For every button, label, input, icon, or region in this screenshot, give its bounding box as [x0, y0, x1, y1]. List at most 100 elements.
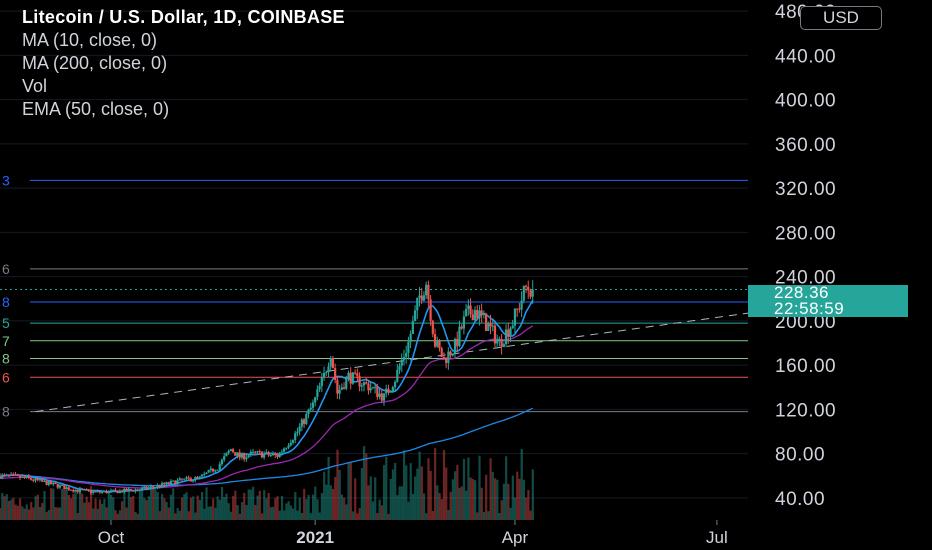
candle-body	[480, 310, 483, 316]
candle-body	[156, 484, 159, 488]
candle-body	[425, 284, 428, 296]
volume-bar	[389, 478, 392, 520]
volume-bar	[513, 497, 517, 520]
volume-bar	[358, 508, 361, 520]
indicator-ma200[interactable]: MA (200, close, 0)	[22, 53, 168, 73]
candle-body	[518, 308, 521, 310]
chart-legend: Litecoin / U.S. Dollar, 1D, COINBASE MA …	[22, 6, 345, 121]
volume-bar	[98, 499, 102, 520]
volume-bar	[36, 494, 39, 520]
candle-body	[522, 285, 525, 301]
volume-bar	[456, 464, 459, 520]
candle-body	[65, 487, 68, 490]
volume-bar	[83, 502, 86, 520]
volume-bar	[387, 513, 390, 520]
volume-bar	[336, 449, 339, 520]
volume-bar	[134, 511, 137, 520]
volume-bar	[216, 496, 219, 520]
candle-body	[520, 300, 523, 310]
candle-body	[509, 328, 512, 337]
candle-body	[413, 310, 417, 322]
candle-body	[347, 372, 350, 378]
candle-body	[29, 478, 33, 480]
candle-body	[289, 442, 292, 446]
volume-bar	[207, 506, 210, 520]
volume-bar	[74, 488, 77, 520]
volume-bar	[431, 510, 435, 520]
volume-bar	[232, 496, 235, 520]
volume-bar	[467, 457, 470, 520]
volume-bar	[405, 465, 408, 520]
volume-bar	[380, 505, 383, 520]
indicator-volume[interactable]: Vol	[22, 76, 48, 96]
candle-body	[260, 451, 264, 458]
candle-body	[178, 478, 181, 481]
volume-bar	[465, 490, 468, 520]
volume-bar	[518, 478, 521, 520]
candle-body	[16, 474, 19, 476]
volume-bar	[87, 502, 90, 520]
candle-body	[524, 285, 528, 287]
volume-bar	[491, 471, 494, 520]
candle-body	[143, 486, 146, 488]
trend-line[interactable]	[35, 312, 749, 413]
volume-bar	[487, 511, 490, 520]
volume-bar	[425, 513, 428, 520]
candle-body	[291, 440, 295, 443]
candle-body	[418, 295, 421, 298]
volume-bar	[158, 511, 162, 520]
candle-body	[240, 453, 244, 458]
volume-bar	[41, 503, 44, 520]
level-label-3: 5	[2, 315, 10, 331]
volume-bar	[132, 495, 135, 520]
volume-bar	[280, 495, 284, 520]
volume-bar	[283, 510, 286, 520]
volume-bar	[70, 498, 73, 520]
candle-body	[469, 305, 472, 315]
volume-bar	[294, 492, 297, 520]
candle-body	[345, 377, 348, 389]
volume-bar	[76, 512, 79, 520]
volume-bar	[278, 510, 281, 520]
volume-bar	[327, 456, 330, 520]
price-axis[interactable]: 40.00 80.00 120.00 160.00 200.00 240.00 280.00…	[775, 2, 836, 510]
bar-countdown: 22:58:59	[774, 299, 845, 318]
volume-bar	[67, 494, 71, 520]
candle-body	[114, 489, 117, 491]
candle-body	[467, 305, 470, 309]
candle-body	[223, 456, 226, 460]
candle-body	[327, 366, 330, 373]
volume-bar	[414, 476, 417, 520]
price-tick-2: 120.00	[775, 400, 836, 421]
currency-button[interactable]: USD	[800, 6, 882, 30]
volume-bar	[149, 486, 153, 520]
ma200-line	[0, 407, 533, 487]
candle-body	[487, 323, 490, 331]
volume-bar	[311, 494, 315, 520]
candle-body	[322, 372, 326, 378]
candle-body	[287, 445, 290, 448]
candle-body	[336, 380, 339, 394]
candle-body	[516, 308, 519, 310]
candle-body	[427, 284, 430, 300]
symbol-title[interactable]: Litecoin / U.S. Dollar, 1D, COINBASE	[22, 7, 345, 27]
time-axis[interactable]: Oct 2021 Apr Jul	[98, 520, 728, 547]
volume-bar	[72, 494, 75, 520]
candle-body	[356, 373, 359, 377]
candle-body	[18, 475, 22, 478]
volume-bar	[194, 512, 197, 520]
volume-bar	[185, 492, 188, 520]
candle-body	[314, 397, 317, 403]
candle-body	[400, 359, 403, 366]
volume-bar	[402, 450, 406, 520]
volume-bar	[451, 479, 454, 520]
candle-body	[371, 387, 374, 389]
indicator-ma10[interactable]: MA (10, close, 0)	[22, 30, 158, 50]
price-tick-10: 440.00	[775, 46, 836, 67]
candle-body	[473, 309, 477, 321]
volume-bar	[21, 506, 24, 520]
candle-body	[376, 386, 379, 397]
indicator-ema50[interactable]: EMA (50, close, 0)	[22, 99, 170, 119]
